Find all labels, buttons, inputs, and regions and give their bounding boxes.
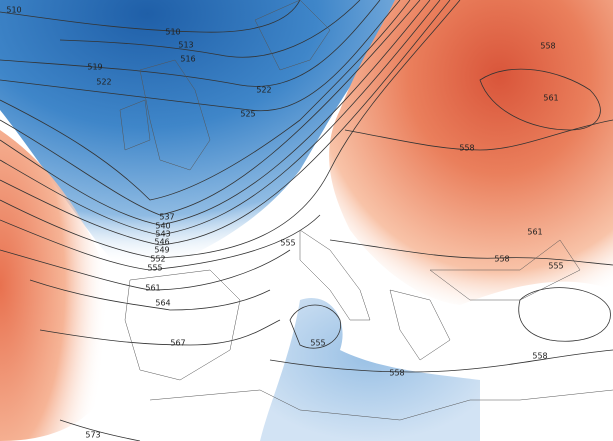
contour-label: 561	[543, 94, 558, 103]
contour-label: 510	[6, 6, 21, 15]
warm-area	[329, 0, 613, 305]
contour-label: 555	[310, 339, 325, 348]
contour-label: 567	[170, 339, 185, 348]
contour-label: 558	[532, 352, 547, 361]
contour-label: 573	[85, 431, 100, 440]
contour-label: 510	[165, 28, 180, 37]
contour-labels: 510 510 513 516 519 522 522 525 537 540 …	[6, 6, 563, 440]
contour-label: 552	[150, 255, 165, 264]
cool-area-south	[260, 298, 480, 441]
contour-label: 525	[240, 110, 255, 119]
contour-label: 558	[540, 42, 555, 51]
contour-label: 558	[459, 144, 474, 153]
contour-label: 540	[155, 222, 170, 231]
contour-label: 561	[145, 284, 160, 293]
contour-label: 549	[154, 246, 169, 255]
contour-label: 522	[96, 78, 111, 87]
contour-label: 558	[389, 369, 404, 378]
warm-area-west	[0, 130, 120, 441]
contour-label: 537	[159, 213, 174, 222]
contour-label: 543	[155, 230, 170, 239]
contour-label: 513	[178, 41, 193, 50]
contour-label: 555	[147, 264, 162, 273]
coastlines	[119, 0, 613, 421]
contour-label: 558	[494, 255, 509, 264]
contour-label: 555	[548, 262, 563, 271]
contour-label: 516	[180, 55, 195, 64]
contour-label: 519	[87, 63, 102, 72]
contour-label: 564	[155, 299, 170, 308]
contour-label: 561	[527, 228, 542, 237]
contour-label: 522	[256, 86, 271, 95]
contour-label: 555	[280, 239, 295, 248]
contour-label: 546	[154, 238, 169, 247]
